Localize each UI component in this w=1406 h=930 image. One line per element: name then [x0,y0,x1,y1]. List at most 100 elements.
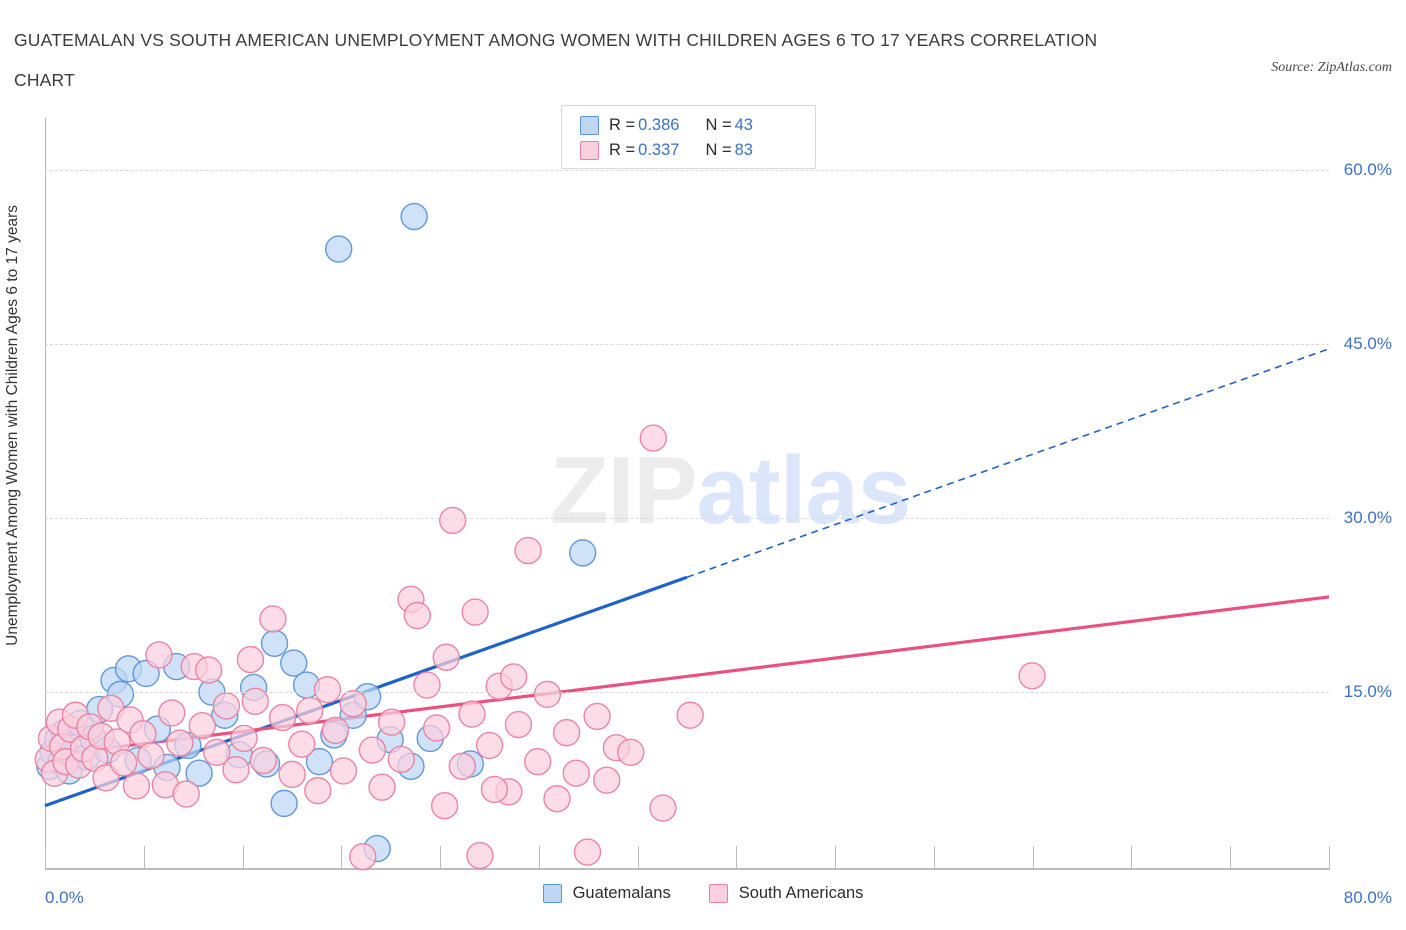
data-point [313,676,342,704]
data-point [617,738,645,767]
data-point [166,729,194,757]
y-axis-line [45,118,46,868]
x-axis-tick [933,846,935,868]
x-axis-tick [538,846,540,868]
y-axis-tick-label: 60.0% [1343,160,1392,180]
data-point [212,692,241,720]
data-point [296,696,324,725]
legend-item-south-americans[interactable]: South Americans [708,884,863,903]
data-point [158,699,186,727]
data-point [573,838,602,866]
data-point [92,764,120,792]
x-axis-tick [736,846,738,868]
data-point [222,756,250,784]
gridline [45,692,1329,694]
data-point [305,747,334,776]
data-point [639,424,667,452]
data-point [188,711,216,740]
data-point [268,703,297,732]
x-axis-tick [637,846,639,868]
legend-swatch-guatemalans [580,116,599,135]
x-axis-min-label: 0.0% [45,888,84,907]
legend-label-guatemalans: Guatemalans [572,884,671,902]
data-point [122,772,151,800]
data-point [358,736,387,764]
data-point [260,629,289,658]
data-point [137,742,165,770]
x-axis-max-label: 80.0% [1343,888,1392,907]
data-point [676,701,704,729]
data-point [288,730,316,758]
series-legend: Guatemalans South Americans [0,884,1406,903]
x-axis-tick [341,846,343,868]
data-point [504,710,533,739]
page-title-line-2: CHART [14,70,75,90]
data-point [368,773,396,801]
data-point [278,760,306,789]
data-point [403,601,432,630]
data-point [109,749,138,777]
stats-r-value-guatemalans: 0.386 [638,116,680,134]
data-point [448,752,476,780]
y-axis-tick-label: 45.0% [1343,334,1392,354]
x-axis-tick [1329,846,1330,868]
y-axis-tick-label: 15.0% [1343,682,1392,702]
data-point [280,649,308,677]
data-point [321,716,350,745]
data-point [195,656,223,684]
legend-swatch-south-americans [580,141,599,160]
y-axis-tick-label: 30.0% [1343,508,1392,528]
data-point [377,708,406,736]
x-axis-tick [440,846,442,868]
gridline [45,170,1329,172]
data-point [552,718,581,747]
stats-r-label-south-americans: R = [609,141,636,159]
gridline [45,344,1329,346]
data-point [413,671,441,699]
data-point [438,506,467,535]
data-point [259,605,287,633]
data-point [458,700,486,728]
stats-n-label-guatemalans: N = [705,116,732,134]
data-point [339,689,367,718]
data-point [461,598,489,626]
legend-marker-guatemalans [542,884,562,903]
data-point [466,841,494,870]
data-point [568,539,597,567]
data-point [514,536,542,565]
stats-r-value-south-americans: 0.337 [638,141,680,159]
stats-row-south-americans: R = 0.337 N = 83 [580,138,815,163]
gridline [45,518,1329,520]
data-point [236,645,265,674]
x-axis-tick [1032,846,1034,868]
source-attribution: Source: ZipAtlas.com [1271,60,1392,75]
stats-row-guatemalans: R = 0.386 N = 43 [580,113,815,138]
data-point [145,641,173,669]
data-point [543,785,571,813]
data-point [172,780,200,808]
data-point [329,757,358,785]
data-point [430,791,459,820]
data-point [325,235,353,263]
data-point [387,745,416,774]
x-axis-tick [1131,846,1133,868]
x-axis-tick [242,846,244,868]
data-point [562,759,590,787]
data-point [583,702,611,731]
legend-marker-south-americans [708,884,728,903]
stats-n-label-south-americans: N = [705,141,732,159]
data-point [249,746,277,775]
data-point [422,714,451,742]
stats-r-label-guatemalans: R = [609,116,636,134]
legend-item-guatemalans[interactable]: Guatemalans [542,884,671,903]
data-point [203,738,231,767]
data-point [230,724,258,753]
data-point [432,643,460,671]
trendline-south-americans [44,595,1330,758]
data-point [270,789,298,818]
data-point [524,747,552,776]
y-axis-title: Unemployment Among Women with Children A… [4,205,21,646]
scatter-canvas [34,202,1330,871]
chart-title-block: GUATEMALAN VS SOUTH AMERICAN UNEMPLOYMEN… [14,20,1214,100]
